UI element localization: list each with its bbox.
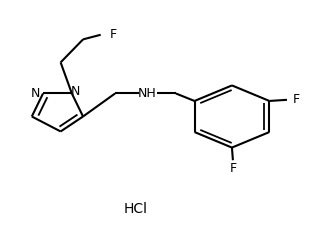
Text: NH: NH [138,87,156,100]
Text: F: F [110,28,117,41]
Text: N: N [30,87,40,100]
Text: HCl: HCl [124,202,148,216]
Text: F: F [292,93,299,106]
Text: F: F [229,162,236,175]
Text: N: N [70,85,80,98]
